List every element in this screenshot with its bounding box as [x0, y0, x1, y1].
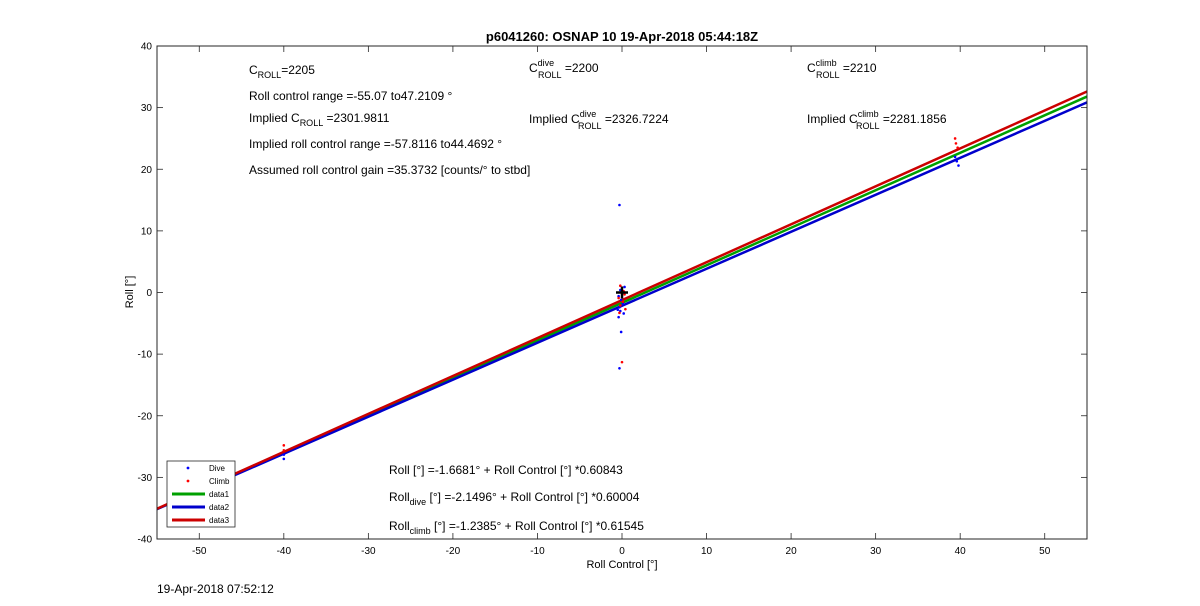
climb-point-11	[953, 137, 957, 140]
x-tick-label--30: -30	[361, 546, 376, 557]
y-tick-label--40: -40	[138, 535, 153, 546]
fit-equation-all: Roll [°] =-1.6681° + Roll Control [°] *0…	[389, 463, 623, 477]
y-tick-label-10: 10	[141, 226, 153, 237]
y-tick-label-40: 40	[141, 42, 153, 53]
dive-point-4	[617, 294, 620, 298]
climb-point-0	[282, 444, 286, 447]
y-tick-label--20: -20	[138, 411, 153, 422]
legend: Dive Climb data1 data2 data3	[166, 460, 236, 528]
climb-point-7	[624, 307, 627, 311]
implied-c-roll: Implied CROLL =2301.9811	[249, 111, 390, 128]
x-tick-label--10: -10	[530, 546, 545, 557]
y-tick-label--30: -30	[138, 473, 153, 484]
climb-point-6	[619, 304, 622, 307]
climb-point-2	[619, 284, 622, 288]
dive-point-16	[957, 164, 960, 167]
c-roll-annotation: CROLL=2205	[249, 63, 315, 80]
legend-label-data2: data2	[209, 503, 230, 512]
climb-point-1	[282, 448, 286, 452]
dive-point-15	[955, 159, 959, 163]
y-tick-label-0: 0	[146, 288, 152, 299]
dive-point-17	[953, 155, 957, 159]
x-tick-label-40: 40	[955, 546, 967, 557]
c-roll-climb-annotation: Cclimb ROLL =2210	[807, 58, 877, 80]
y-tick-label--10: -10	[138, 350, 153, 361]
dive-point-6	[621, 302, 625, 305]
x-axis-label: Roll Control [°]	[586, 559, 657, 571]
dive-point-10	[617, 315, 620, 319]
x-tick-label-20: 20	[786, 546, 798, 557]
dive-point-11	[619, 330, 623, 334]
climb-point-5	[621, 300, 625, 304]
x-tick-label-30: 30	[870, 546, 882, 557]
climb-point-8	[618, 311, 621, 315]
fit-line-data2	[156, 101, 1088, 511]
x-tick-label-10: 10	[701, 546, 713, 557]
roll-control-range: Roll control range =-55.07 to47.2109 °	[249, 89, 452, 103]
climb-point-4	[617, 296, 620, 300]
dive-point-9	[622, 312, 625, 315]
climb-point-12	[954, 142, 958, 145]
chart-title: p6041260: OSNAP 10 19-Apr-2018 05:44:18Z	[486, 29, 758, 44]
implied-roll-control-range: Implied roll control range =-57.8116 to4…	[249, 137, 502, 151]
x-tick-label-50: 50	[1039, 546, 1051, 557]
dive-point-5	[619, 298, 623, 302]
implied-c-roll-climb: Implied Cclimb ROLL =2281.1856	[807, 109, 947, 131]
climb-point-9	[620, 360, 624, 364]
x-tick-label-0: 0	[619, 546, 625, 557]
fit-equation-dive: Rolldive [°] =-2.1496° + Roll Control [°…	[389, 490, 640, 507]
c-roll-dive-annotation: Cdive ROLL =2200	[529, 58, 599, 80]
legend-label-dive: Dive	[209, 464, 226, 473]
x-tick-label--20: -20	[446, 546, 461, 557]
dive-point-13	[623, 285, 626, 289]
legend-label-data3: data3	[209, 516, 230, 525]
chart-marks	[156, 90, 1088, 511]
dive-point-12	[618, 366, 621, 370]
dive-point-0	[282, 457, 286, 461]
climb-point-13	[956, 146, 959, 149]
y-tick-label-20: 20	[141, 165, 153, 176]
legend-swatch-dive	[186, 466, 190, 470]
x-tick-label--50: -50	[192, 546, 207, 557]
dive-point-14	[616, 308, 620, 312]
center-plus-marker	[616, 286, 628, 299]
fit-equation-climb: Rollclimb [°] =-1.2385° + Roll Control […	[389, 519, 644, 536]
dive-point-2	[618, 203, 621, 207]
legend-label-climb: Climb	[209, 477, 230, 486]
implied-c-roll-dive: Implied Cdive ROLL =2326.7224	[529, 109, 669, 131]
roll-control-gain: Assumed roll control gain =35.3732 [coun…	[249, 163, 530, 177]
legend-swatch-climb	[186, 479, 190, 483]
y-tick-label-30: 30	[141, 103, 153, 114]
y-axis-label: Roll [°]	[124, 276, 136, 309]
axis-ticks: -50 -40 -30 -20 -10 0 10 20 30 40 50 -40 -30 -20 -10 0 1…	[138, 42, 1087, 557]
x-tick-label--40: -40	[277, 546, 292, 557]
dive-point-1	[282, 453, 286, 456]
print-timestamp: 19-Apr-2018 07:52:12	[157, 582, 274, 596]
legend-label-data1: data1	[209, 490, 230, 499]
